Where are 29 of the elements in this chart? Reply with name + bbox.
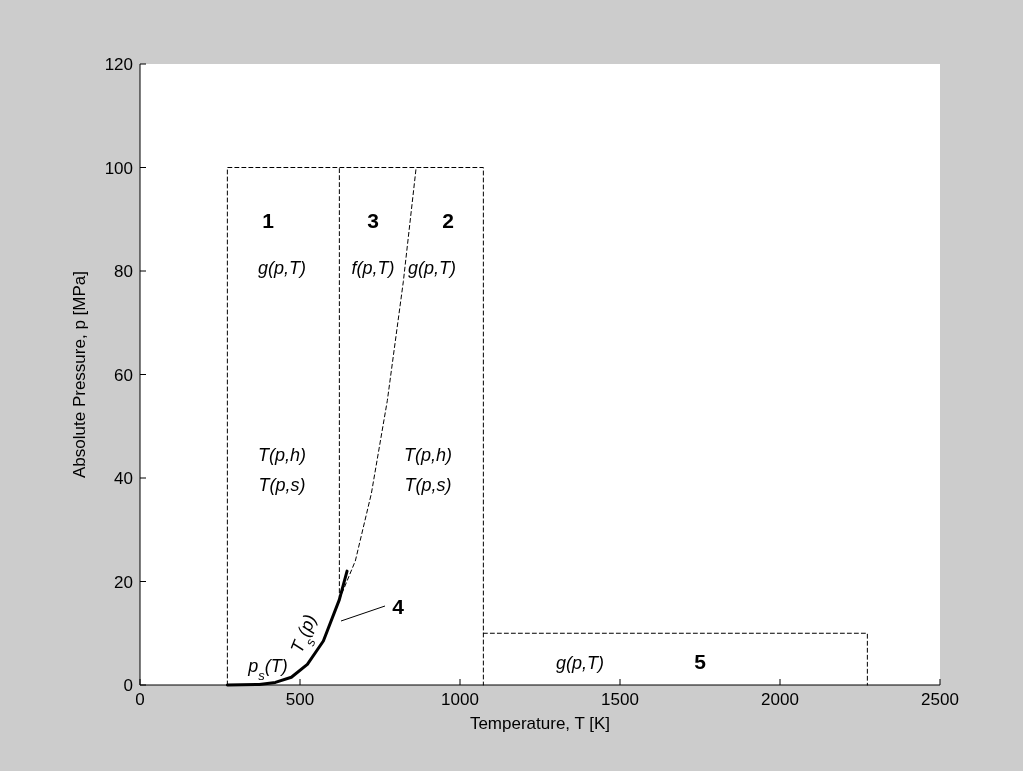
y-axis-title: Absolute Pressure, p [MPa] [70,271,89,478]
x-tick-label: 2000 [761,690,799,709]
annotation: 5 [694,650,707,673]
annotation: 4 [392,595,405,618]
x-axis-title: Temperature, T [K] [469,714,611,733]
y-tick-label: 0 [123,676,133,695]
annotation: T(p,h) [257,445,307,465]
annotation: T(p,s) [258,475,306,495]
annotation: T(p,s) [404,475,452,495]
annotation: g(p,T) [257,258,307,278]
y-tick-label: 100 [104,158,133,178]
annotation: f(p,T) [351,258,395,278]
y-tick-label: 60 [114,365,133,385]
y-tick-label: 80 [114,262,133,281]
y-tick-label: 40 [114,469,133,488]
annotation: 1 [262,209,275,232]
annotation: T(p,h) [403,445,453,465]
x-tick-label: 2500 [921,690,959,709]
annotation: g(p,T) [555,653,605,673]
annotation: g(p,T) [407,258,457,278]
annotation: 3 [367,209,379,232]
x-tick-label: 0 [135,690,145,709]
annotation: 2 [442,209,454,232]
annotation: p$_{s}$(T) [247,656,288,683]
y-tick-label: 120 [104,55,133,74]
x-tick-label: 1500 [601,690,639,709]
y-tick-label: 20 [114,572,133,592]
x-tick-label: 500 [285,690,315,709]
x-tick-label: 1000 [441,690,479,709]
